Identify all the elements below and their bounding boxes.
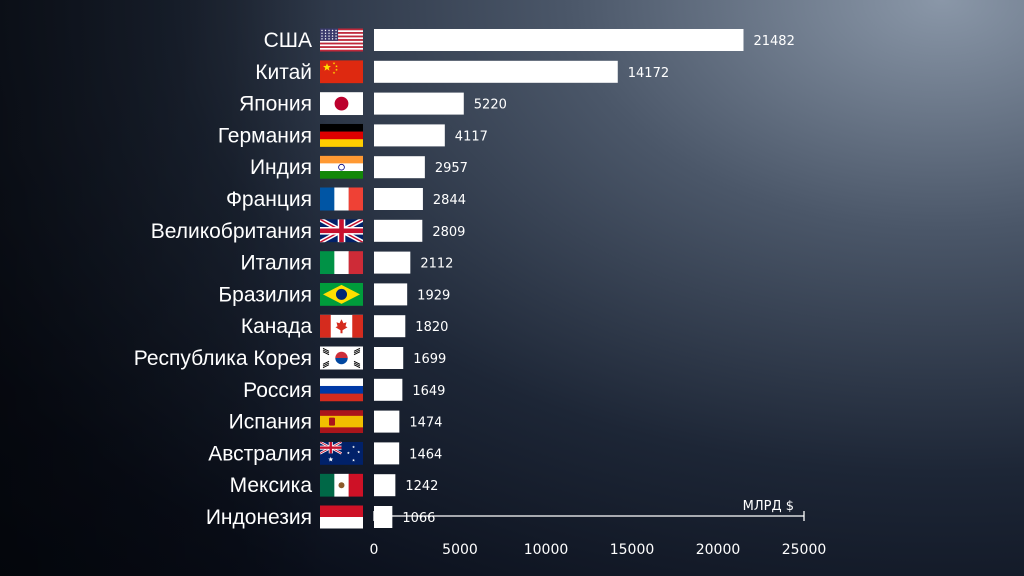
spain-flag-icon	[320, 410, 363, 434]
italy-flag-icon	[320, 251, 363, 275]
bar	[374, 92, 464, 115]
x-axis-unit-label: МЛРД $	[743, 499, 794, 514]
country-label: Китай	[255, 61, 312, 84]
value-label: 2112	[420, 257, 453, 272]
mexico-flag-icon	[320, 473, 363, 497]
country-label: Мексика	[230, 474, 313, 497]
country-label: Италия	[240, 252, 312, 275]
bar	[374, 188, 423, 210]
value-label: 2844	[433, 193, 466, 208]
value-label: 1242	[405, 479, 438, 494]
france-flag-icon	[320, 187, 363, 211]
country-label: Индия	[250, 156, 312, 179]
bar	[374, 506, 393, 528]
x-tick-label: 15000	[610, 542, 655, 558]
value-label: 1649	[412, 384, 445, 399]
japan-flag-icon	[320, 92, 363, 116]
country-label: Россия	[243, 379, 312, 402]
brazil-flag-icon	[320, 282, 363, 306]
korea-flag-icon	[320, 346, 363, 370]
indonesia-flag-icon	[320, 505, 363, 529]
country-label: Франция	[226, 188, 312, 211]
value-label: 1699	[413, 352, 446, 367]
country-label: Германия	[218, 124, 312, 147]
country-label: Австралия	[208, 442, 312, 465]
india-flag-icon	[320, 155, 363, 179]
bar	[374, 60, 618, 83]
bar	[374, 124, 445, 147]
country-label: Индонезия	[206, 506, 312, 529]
bar	[374, 315, 406, 338]
uk-flag-icon	[320, 219, 363, 243]
canada-flag-icon	[320, 314, 363, 338]
bar	[374, 29, 744, 51]
value-label: 1929	[417, 288, 450, 303]
x-tick-label: 25000	[782, 542, 827, 558]
x-tick-label: 20000	[696, 542, 741, 558]
us-flag-icon	[320, 28, 363, 52]
value-label: 5220	[474, 98, 507, 113]
bar	[374, 347, 404, 369]
country-label: Республика Корея	[134, 347, 312, 370]
country-label: Япония	[239, 93, 312, 116]
bar	[374, 378, 403, 401]
bar	[374, 410, 400, 433]
bar	[374, 219, 423, 242]
x-tick-label: 5000	[442, 542, 478, 558]
country-label: Канада	[241, 315, 312, 338]
bar	[374, 283, 408, 306]
australia-flag-icon	[320, 441, 363, 465]
value-label: 1464	[409, 447, 442, 462]
value-label: 1474	[409, 416, 442, 431]
value-label: 21482	[753, 34, 794, 49]
x-tick-label: 0	[370, 542, 379, 558]
country-label: Бразилия	[218, 283, 312, 306]
x-tick-label: 10000	[524, 542, 569, 558]
bar	[374, 474, 396, 497]
value-label: 2809	[432, 225, 465, 240]
country-label: Испания	[229, 411, 312, 434]
value-label: 1820	[415, 320, 448, 335]
value-label: 2957	[435, 161, 468, 176]
country-label: США	[264, 29, 312, 52]
bar	[374, 251, 411, 274]
germany-flag-icon	[320, 123, 363, 147]
bar	[374, 442, 400, 465]
china-flag-icon	[320, 60, 363, 84]
value-label: 4117	[455, 129, 488, 144]
value-label: 14172	[628, 66, 669, 81]
bar	[374, 156, 425, 179]
value-label: 1066	[402, 511, 435, 526]
country-label: Великобритания	[151, 220, 312, 243]
russia-flag-icon	[320, 378, 363, 402]
